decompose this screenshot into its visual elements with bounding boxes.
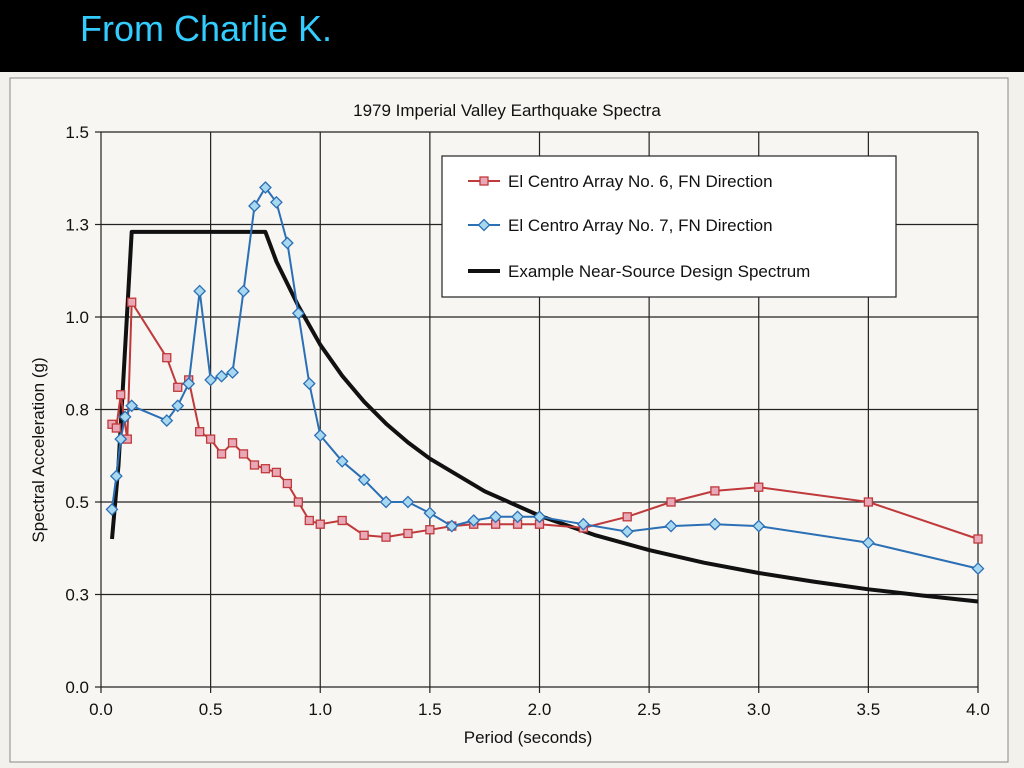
x-tick-label: 3.5	[857, 700, 881, 719]
chart-panel: 1979 Imperial Valley Earthquake Spectra …	[0, 72, 1024, 768]
x-tick-label: 2.0	[528, 700, 552, 719]
x-tick-label: 1.0	[308, 700, 332, 719]
series-2-point	[971, 562, 985, 576]
series-2-point	[248, 199, 261, 213]
y-tick-label: 0.8	[65, 401, 89, 420]
series-2-point	[118, 410, 132, 424]
series-2-point	[259, 181, 272, 194]
spectra-chart: 1979 Imperial Valley Earthquake Spectra …	[9, 77, 1009, 763]
series-line-3	[110, 229, 979, 604]
series-1-point	[282, 478, 293, 489]
series-1-point	[622, 512, 632, 522]
y-tick-label: 0.5	[65, 493, 89, 512]
series-2-point	[576, 517, 590, 531]
series-2-point	[105, 502, 119, 516]
series-2-point	[423, 506, 437, 520]
series-1-point	[111, 423, 121, 433]
series-2-point	[204, 373, 218, 387]
series-2-point	[193, 284, 207, 298]
x-axis-title: Period (seconds)	[464, 728, 593, 747]
series-1-point	[973, 534, 983, 544]
legend-label-3: Example Near-Source Design Spectrum	[508, 262, 810, 281]
series-1-point	[315, 519, 325, 529]
y-axis-title: Spectral Acceleration (g)	[29, 357, 48, 542]
y-tick-label: 0.3	[65, 586, 89, 605]
series-1-point	[710, 486, 720, 496]
series-1-point	[238, 449, 249, 459]
series-2-point	[708, 517, 722, 531]
y-tick-label: 0.0	[65, 678, 89, 697]
legend-label-1: El Centro Array No. 6, FN Direction	[508, 172, 773, 191]
series-2-point	[226, 366, 239, 379]
series-1-point	[173, 382, 183, 392]
x-tick-label: 1.5	[418, 700, 442, 719]
series-2-point	[752, 519, 766, 533]
series-1-point	[216, 449, 227, 459]
series-2-point	[114, 432, 128, 446]
series-1-point	[293, 497, 303, 507]
series-1-point	[260, 464, 271, 474]
x-tick-label: 0.5	[199, 700, 223, 719]
y-tick-label: 1.5	[65, 123, 89, 142]
series-1-point	[116, 390, 126, 400]
series-1-point	[249, 460, 260, 470]
y-tick-label: 1.3	[65, 216, 89, 235]
series-2-point	[445, 519, 459, 533]
x-tick-label: 3.0	[747, 700, 771, 719]
series-2-point	[182, 377, 196, 391]
legend-box	[441, 155, 897, 298]
x-tick-label: 2.5	[637, 700, 661, 719]
series-2-point	[664, 519, 678, 533]
series-1-point	[227, 438, 238, 448]
series-2-point	[215, 369, 229, 383]
series-2-point	[237, 284, 250, 298]
series-1-point	[425, 525, 435, 535]
series-2-point	[302, 377, 316, 391]
legend-marker-2	[477, 218, 491, 232]
series-2-point	[511, 510, 524, 524]
series-2-point	[401, 495, 415, 509]
series-2-point	[379, 495, 393, 509]
series-2-point	[291, 306, 305, 320]
series-2-point	[335, 454, 349, 468]
series-2-point	[467, 514, 481, 527]
series-2-point	[620, 525, 634, 539]
legend-marker-1	[479, 176, 489, 186]
series-2-point	[861, 536, 875, 550]
series-1-point	[754, 482, 764, 492]
series-2-point	[125, 399, 139, 413]
series-1-point	[127, 297, 137, 307]
series-1-point	[304, 515, 314, 526]
series-2-point	[533, 510, 546, 524]
series-2-point	[357, 473, 371, 487]
slide-title: From Charlie K.	[80, 8, 333, 49]
series-1-point	[162, 353, 172, 363]
series-1-point	[403, 528, 413, 539]
y-tick-label: 1.0	[65, 308, 89, 327]
x-tick-label: 0.0	[89, 700, 113, 719]
series-1-point	[863, 497, 874, 507]
series-1-point	[271, 467, 282, 478]
series-2-point	[313, 428, 327, 442]
legend: El Centro Array No. 6, FN Direction El Ce…	[441, 155, 897, 298]
series-1-point	[195, 427, 205, 437]
series-2-point	[269, 195, 283, 209]
series-1-point	[205, 434, 216, 444]
series-1-point	[666, 497, 676, 507]
series-1-point	[359, 530, 369, 540]
series-1-point	[337, 515, 347, 526]
series-2-point	[160, 414, 174, 428]
legend-label-2: El Centro Array No. 7, FN Direction	[508, 216, 773, 235]
series-2-point	[280, 236, 294, 250]
x-tick-label: 4.0	[966, 700, 990, 719]
chart-title: 1979 Imperial Valley Earthquake Spectra	[353, 101, 661, 120]
series-2-point	[489, 510, 503, 524]
series-2-point	[109, 469, 123, 483]
series-2-point	[171, 399, 185, 413]
series-1-point	[381, 532, 391, 542]
